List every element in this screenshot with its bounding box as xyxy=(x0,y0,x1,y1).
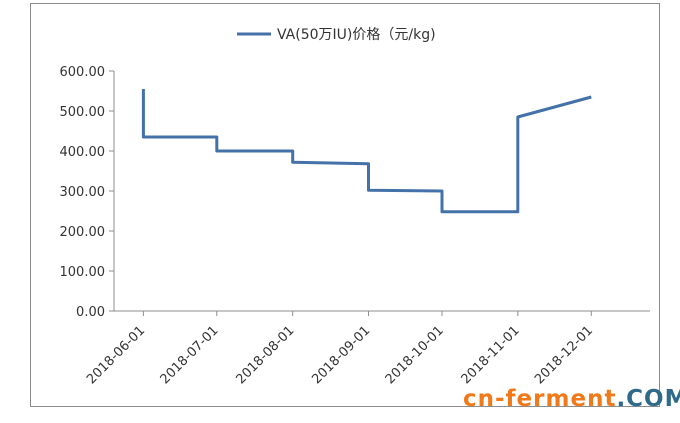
x-tick-label: 2018-08-01 xyxy=(233,323,297,387)
x-axis-ticks: 2018-06-01 2018-07-01 2018-08-01 2018-09-01… xyxy=(84,311,596,387)
legend: VA(50万IU)价格（元/kg) xyxy=(237,27,436,43)
y-tick-label: 200.00 xyxy=(60,225,106,240)
watermark-text: cn-ferment xyxy=(463,386,617,412)
y-tick-label: 100.00 xyxy=(60,265,106,280)
x-tick-label: 2018-07-01 xyxy=(158,323,222,387)
y-tick-label: 600.00 xyxy=(60,65,106,80)
series-line xyxy=(141,89,592,214)
y-tick-label: 400.00 xyxy=(60,145,106,160)
y-tick-label: 500.00 xyxy=(60,105,106,120)
watermark: cn-ferment.COM xyxy=(463,386,680,412)
x-tick-label: 2018-10-01 xyxy=(383,323,447,387)
y-axis-ticks: 0.00 100.00 200.00 300.00 400.00 500.00 600.00 xyxy=(60,65,114,320)
x-tick-label: 2018-12-01 xyxy=(532,323,596,387)
legend-label: VA(50万IU)价格（元/kg) xyxy=(277,27,436,43)
chart-frame xyxy=(30,3,660,407)
series-layer xyxy=(141,88,592,214)
x-tick-label: 2018-11-01 xyxy=(459,323,523,387)
y-tick-label: 0.00 xyxy=(76,305,105,320)
watermark-suffix: .COM xyxy=(616,386,680,412)
y-tick-label: 300.00 xyxy=(60,185,106,200)
x-tick-label: 2018-09-01 xyxy=(309,323,373,387)
x-tick-label: 2018-06-01 xyxy=(84,323,148,387)
